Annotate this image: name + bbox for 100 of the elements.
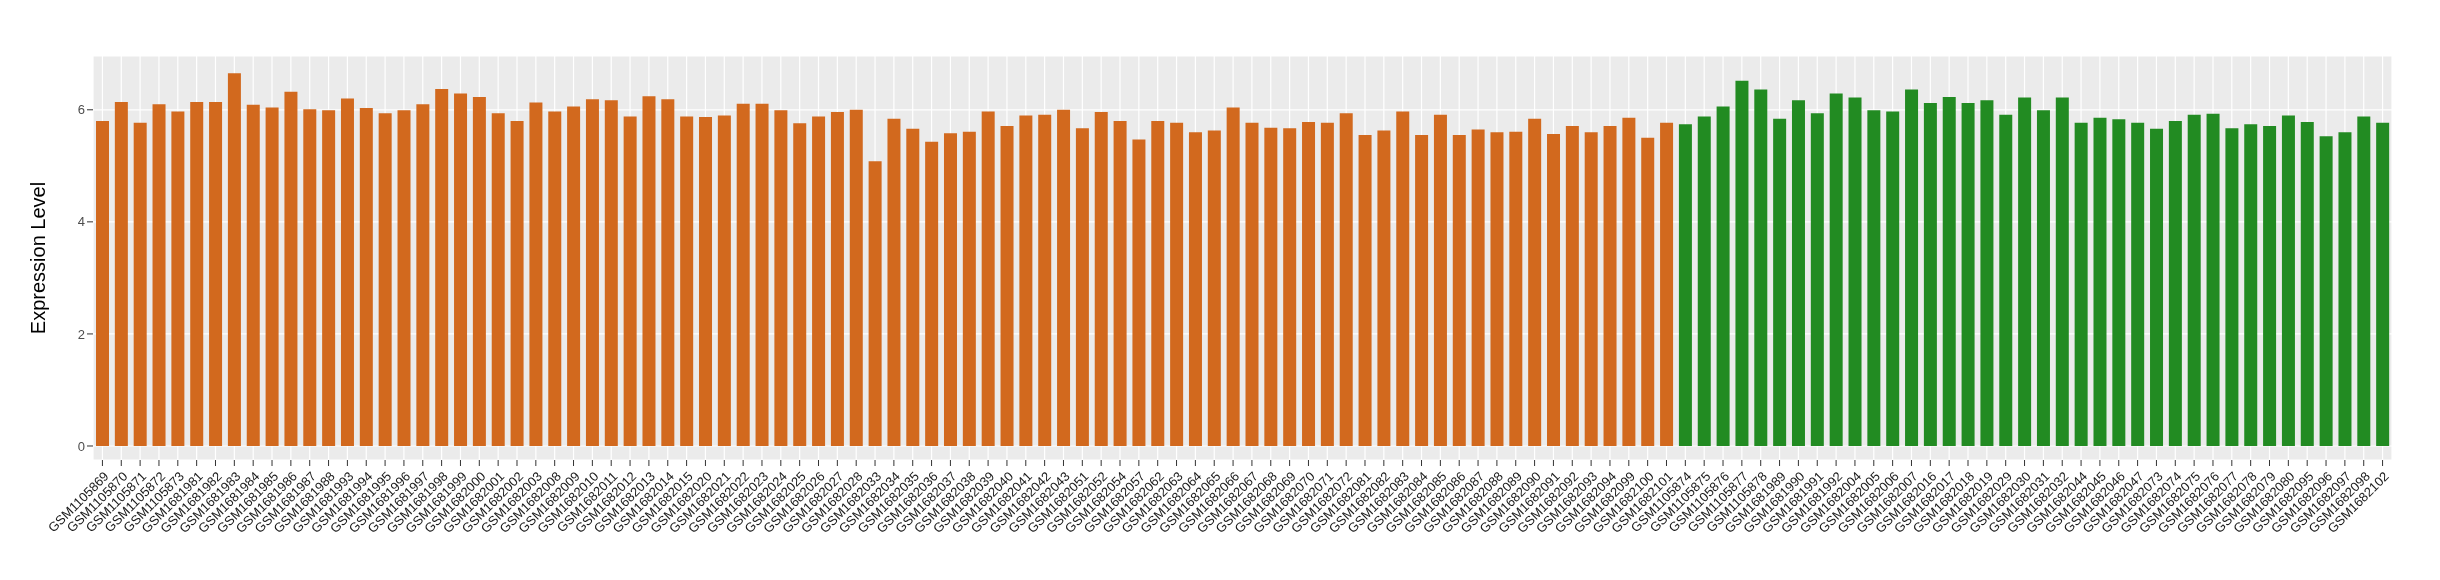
bar: [717, 115, 731, 446]
bar: [2319, 136, 2333, 446]
bar: [397, 110, 411, 446]
y-tick-label: 2: [77, 326, 85, 342]
bar: [755, 103, 769, 446]
bar: [1942, 96, 1956, 446]
bar: [2074, 122, 2088, 446]
bar: [1132, 139, 1146, 446]
bar: [491, 113, 505, 446]
bar: [1848, 97, 1862, 446]
bar: [2055, 97, 2069, 446]
bar: [1019, 115, 1033, 446]
bar: [1358, 135, 1372, 446]
bar: [96, 121, 109, 446]
bar: [887, 118, 901, 446]
bar: [1716, 106, 1730, 446]
bar: [303, 109, 317, 446]
bar: [2244, 124, 2258, 446]
bar: [1113, 121, 1127, 446]
bar: [849, 109, 863, 446]
bar: [1188, 132, 1202, 446]
bar: [152, 104, 166, 446]
bar: [774, 110, 788, 446]
bar: [472, 96, 486, 446]
bar: [1678, 124, 1692, 446]
bar: [661, 99, 675, 446]
bar: [1509, 131, 1523, 446]
bar: [1584, 132, 1598, 446]
bar: [1038, 114, 1052, 446]
bar: [1433, 114, 1447, 446]
bar: [548, 111, 562, 446]
bar: [416, 104, 430, 446]
bar: [699, 117, 713, 446]
bar: [1170, 122, 1184, 446]
bar: [454, 93, 468, 446]
bar: [1151, 121, 1165, 446]
bar: [190, 101, 204, 446]
bar: [623, 116, 637, 446]
bar: [2357, 116, 2371, 446]
bar: [435, 89, 449, 446]
bar: [1396, 111, 1410, 446]
bar: [585, 99, 599, 446]
bar: [1641, 137, 1655, 446]
bar: [925, 141, 939, 446]
bar: [2376, 122, 2390, 446]
bar: [1810, 113, 1824, 446]
bar: [1377, 130, 1391, 446]
bar: [1320, 122, 1334, 446]
bar: [378, 113, 392, 446]
bar: [2187, 114, 2201, 446]
bar: [604, 100, 618, 446]
bar: [1867, 110, 1881, 446]
bar: [2281, 115, 2295, 446]
bar: [962, 131, 976, 446]
bar: [209, 101, 223, 446]
bar: [1961, 103, 1975, 446]
bar: [2225, 128, 2239, 446]
bar: [1226, 107, 1240, 446]
bar: [1283, 128, 1297, 446]
bar: [1754, 89, 1768, 446]
bar: [1660, 122, 1674, 446]
bar: [2338, 132, 2352, 446]
bar: [227, 73, 241, 446]
bar: [1697, 116, 1711, 446]
bar: [2093, 117, 2107, 446]
bar: [1415, 135, 1429, 446]
bar: [812, 116, 826, 446]
bar: [133, 122, 147, 446]
bar: [1094, 112, 1108, 446]
bar: [1999, 114, 2013, 446]
bar: [1000, 126, 1014, 446]
y-tick-label: 4: [77, 214, 85, 230]
bar: [642, 96, 656, 446]
bar: [2150, 128, 2164, 446]
bar: [2168, 121, 2182, 446]
bar: [246, 104, 260, 446]
y-axis-title: Expression Level: [27, 181, 50, 335]
bar: [1980, 100, 1994, 446]
bar: [906, 128, 920, 446]
bar: [1207, 130, 1221, 446]
bar: [529, 102, 543, 446]
bar: [1923, 103, 1937, 446]
bar: [322, 110, 336, 446]
bar: [1773, 118, 1787, 446]
bar: [567, 106, 581, 446]
bar: [171, 111, 185, 446]
bar: [1528, 118, 1542, 446]
bar: [1622, 117, 1636, 446]
bar: [830, 112, 844, 446]
bar: [868, 161, 882, 446]
y-tick-label: 6: [77, 102, 85, 118]
bar: [359, 108, 373, 446]
bar: [1471, 129, 1485, 446]
bar: [2018, 97, 2032, 446]
bar: [284, 91, 298, 446]
bar: [981, 111, 995, 446]
bar: [1302, 122, 1316, 446]
bar: [2206, 113, 2220, 446]
bar: [1245, 122, 1259, 446]
bar: [114, 101, 128, 446]
